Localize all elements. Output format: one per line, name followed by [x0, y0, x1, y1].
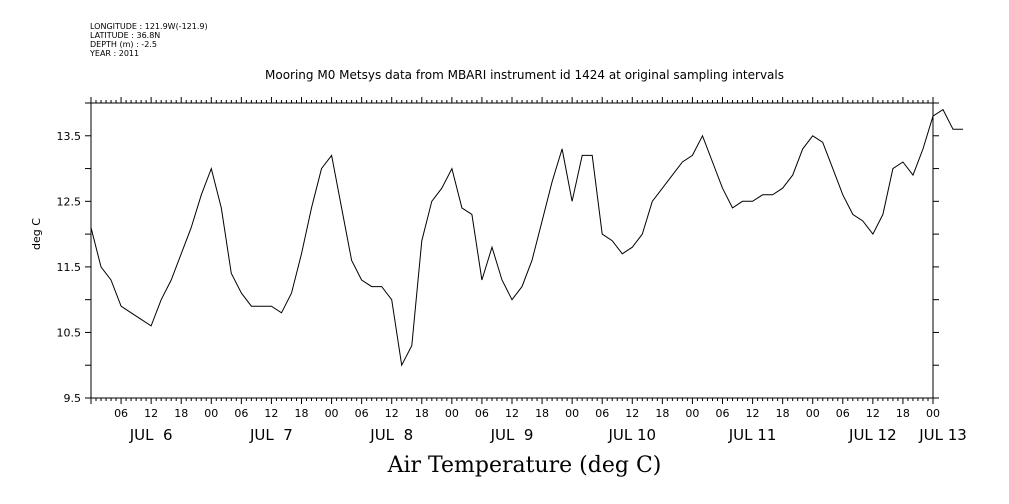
- y-tick-label: 12.5: [57, 195, 82, 208]
- x-tick-label: 18: [655, 407, 669, 420]
- x-day-label: JUL 13: [918, 426, 967, 444]
- x-day-label: JUL 7: [249, 426, 293, 444]
- y-tick-label: 13.5: [57, 130, 82, 143]
- x-axis-title: Air Temperature (deg C): [387, 453, 662, 478]
- x-tick-label: 06: [355, 407, 369, 420]
- chart-title: Mooring M0 Metsys data from MBARI instru…: [265, 68, 784, 82]
- x-tick-label: 18: [415, 407, 429, 420]
- x-tick-label: 18: [174, 407, 188, 420]
- x-tick-label: 12: [264, 407, 278, 420]
- y-tick-label: 9.5: [64, 392, 82, 405]
- x-day-label: JUL 12: [848, 426, 897, 444]
- x-tick-label: 06: [114, 407, 128, 420]
- latitude-text: LATITUDE : 36.8N: [90, 31, 161, 40]
- x-tick-label: 00: [204, 407, 218, 420]
- x-day-label: JUL 6: [129, 426, 173, 444]
- x-tick-label: 18: [295, 407, 309, 420]
- x-tick-label: 18: [535, 407, 549, 420]
- x-tick-label: 06: [836, 407, 850, 420]
- x-tick-label: 12: [625, 407, 639, 420]
- x-tick-label: 06: [595, 407, 609, 420]
- y-tick-label: 11.5: [57, 261, 82, 274]
- plot-frame: [90, 102, 934, 399]
- x-tick-label: 00: [565, 407, 579, 420]
- longitude-text: LONGITUDE : 121.9W(-121.9): [90, 22, 208, 31]
- series-line: [90, 108, 964, 367]
- x-tick-label: 12: [866, 407, 880, 420]
- x-day-label: JUL 11: [728, 426, 777, 444]
- x-tick-label: 18: [896, 407, 910, 420]
- x-tick-label: 06: [716, 407, 730, 420]
- metadata-block: LONGITUDE : 121.9W(-121.9) LATITUDE : 36…: [90, 22, 208, 58]
- x-tick-label: 06: [475, 407, 489, 420]
- x-tick-label: 18: [776, 407, 790, 420]
- x-tick-label: 00: [685, 407, 699, 420]
- x-day-label: JUL 10: [607, 426, 656, 444]
- y-tick-label: 10.5: [57, 326, 82, 339]
- year-text: YEAR : 2011: [90, 49, 140, 58]
- x-tick-label: 12: [746, 407, 760, 420]
- x-day-label: JUL 8: [369, 426, 413, 444]
- depth-text: DEPTH (m) : -2.5: [90, 40, 157, 49]
- x-tick-label: 00: [325, 407, 339, 420]
- x-tick-label: 00: [926, 407, 940, 420]
- x-tick-label: 00: [445, 407, 459, 420]
- x-tick-label: 12: [385, 407, 399, 420]
- x-tick-label: 12: [144, 407, 158, 420]
- x-tick-label: 12: [505, 407, 519, 420]
- x-day-label: JUL 9: [490, 426, 534, 444]
- x-tick-label: 06: [234, 407, 248, 420]
- x-tick-label: 00: [806, 407, 820, 420]
